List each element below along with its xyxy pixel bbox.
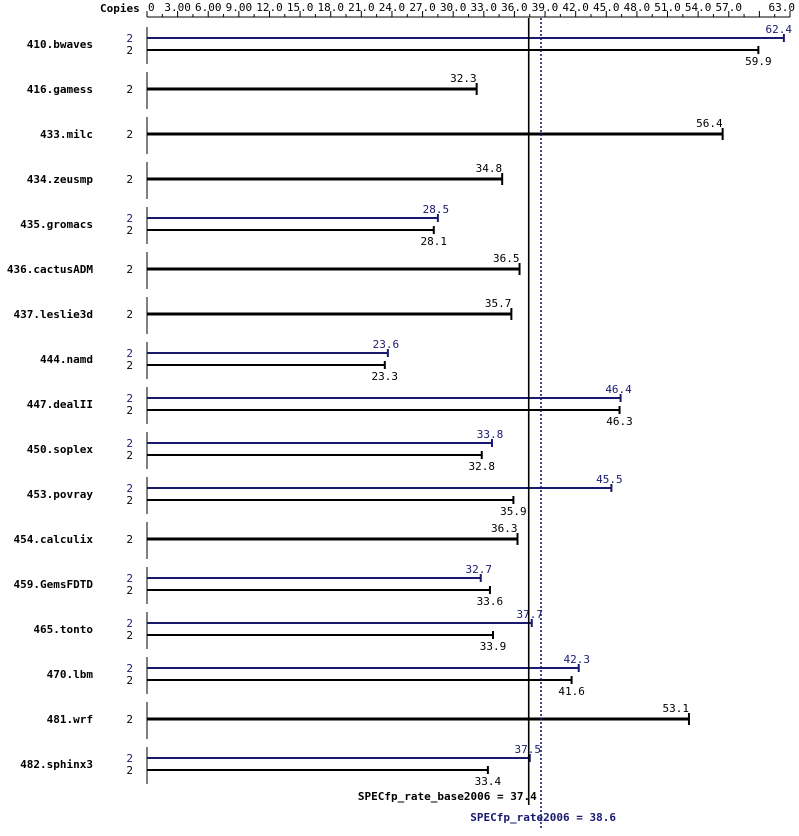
copies-label: 2 bbox=[126, 449, 133, 462]
value-label: 36.5 bbox=[493, 252, 520, 265]
base-value-label: 41.6 bbox=[558, 685, 585, 698]
x-tick-label: 63.0 bbox=[769, 1, 796, 14]
x-tick-label: 36.0 bbox=[501, 1, 528, 14]
base-value-label: 59.9 bbox=[745, 55, 772, 68]
copies-label: 2 bbox=[126, 482, 133, 495]
x-tick-label: 48.0 bbox=[624, 1, 651, 14]
benchmark-label: 459.GemsFDTD bbox=[14, 578, 94, 591]
x-tick-label: 3.00 bbox=[164, 1, 191, 14]
base-value-label: 46.3 bbox=[606, 415, 633, 428]
base-value-label: 32.8 bbox=[469, 460, 496, 473]
base-value-label: 23.3 bbox=[372, 370, 399, 383]
copies-label: 2 bbox=[126, 629, 133, 642]
benchmark-label: 482.sphinx3 bbox=[20, 758, 93, 771]
copies-label: 2 bbox=[126, 752, 133, 765]
peak-value-label: 33.8 bbox=[477, 428, 504, 441]
copies-label: 2 bbox=[126, 392, 133, 405]
benchmark-label: 437.leslie3d bbox=[14, 308, 93, 321]
copies-label: 2 bbox=[126, 224, 133, 237]
benchmark-label: 447.dealII bbox=[27, 398, 93, 411]
base-value-label: 33.9 bbox=[480, 640, 507, 653]
copies-label: 2 bbox=[126, 533, 133, 546]
benchmark-label: 444.namd bbox=[40, 353, 93, 366]
copies-label: 2 bbox=[126, 212, 133, 225]
benchmark-label: 435.gromacs bbox=[20, 218, 93, 231]
peak-value-label: 42.3 bbox=[563, 653, 590, 666]
copies-label: 2 bbox=[126, 437, 133, 450]
copies-label: 2 bbox=[126, 404, 133, 417]
x-tick-label: 18.0 bbox=[317, 1, 344, 14]
base-reference-label: SPECfp_rate_base2006 = 37.4 bbox=[358, 790, 537, 803]
x-tick-label: 54.0 bbox=[685, 1, 712, 14]
benchmark-label: 453.povray bbox=[27, 488, 94, 501]
x-tick-label: 57.0 bbox=[716, 1, 743, 14]
x-tick-label: 45.0 bbox=[593, 1, 620, 14]
peak-value-label: 62.4 bbox=[766, 23, 793, 36]
x-tick-label: 0 bbox=[148, 1, 155, 14]
peak-reference-label: SPECfp_rate2006 = 38.6 bbox=[470, 811, 616, 824]
x-tick-label: 15.0 bbox=[287, 1, 314, 14]
benchmark-label: 436.cactusADM bbox=[7, 263, 93, 276]
peak-value-label: 23.6 bbox=[373, 338, 400, 351]
benchmark-label: 410.bwaves bbox=[27, 38, 93, 51]
copies-label: 2 bbox=[126, 674, 133, 687]
benchmark-label: 454.calculix bbox=[14, 533, 94, 546]
peak-value-label: 32.7 bbox=[465, 563, 492, 576]
copies-label: 2 bbox=[126, 494, 133, 507]
benchmark-label: 481.wrf bbox=[47, 713, 93, 726]
x-tick-label: 39.0 bbox=[532, 1, 559, 14]
benchmark-label: 450.soplex bbox=[27, 443, 94, 456]
copies-label: 2 bbox=[126, 617, 133, 630]
value-label: 36.3 bbox=[491, 522, 518, 535]
base-value-label: 35.9 bbox=[500, 505, 527, 518]
benchmark-label: 416.gamess bbox=[27, 83, 93, 96]
copies-label: 2 bbox=[126, 44, 133, 57]
peak-value-label: 45.5 bbox=[596, 473, 623, 486]
x-axis-header: Copies bbox=[100, 2, 140, 15]
benchmark-label: 465.tonto bbox=[33, 623, 93, 636]
x-tick-label: 51.0 bbox=[654, 1, 681, 14]
peak-value-label: 37.7 bbox=[517, 608, 544, 621]
x-tick-label: 33.0 bbox=[471, 1, 498, 14]
copies-label: 2 bbox=[126, 173, 133, 186]
peak-value-label: 37.5 bbox=[514, 743, 541, 756]
base-value-label: 33.4 bbox=[475, 775, 502, 788]
copies-label: 2 bbox=[126, 584, 133, 597]
peak-value-label: 46.4 bbox=[605, 383, 632, 396]
copies-label: 2 bbox=[126, 662, 133, 675]
x-tick-label: 21.0 bbox=[348, 1, 375, 14]
benchmark-label: 434.zeusmp bbox=[27, 173, 94, 186]
value-label: 56.4 bbox=[696, 117, 723, 130]
x-tick-label: 42.0 bbox=[562, 1, 589, 14]
x-tick-label: 12.0 bbox=[256, 1, 283, 14]
x-tick-label: 30.0 bbox=[440, 1, 467, 14]
copies-label: 2 bbox=[126, 32, 133, 45]
x-tick-label: 9.00 bbox=[226, 1, 253, 14]
benchmark-label: 433.milc bbox=[40, 128, 93, 141]
x-tick-label: 24.0 bbox=[379, 1, 406, 14]
copies-label: 2 bbox=[126, 572, 133, 585]
value-label: 34.8 bbox=[476, 162, 503, 175]
x-tick-label: 27.0 bbox=[409, 1, 436, 14]
benchmark-label: 470.lbm bbox=[47, 668, 94, 681]
copies-label: 2 bbox=[126, 713, 133, 726]
copies-label: 2 bbox=[126, 83, 133, 96]
copies-label: 2 bbox=[126, 263, 133, 276]
peak-value-label: 28.5 bbox=[423, 203, 450, 216]
copies-label: 2 bbox=[126, 347, 133, 360]
base-value-label: 28.1 bbox=[421, 235, 448, 248]
copies-label: 2 bbox=[126, 359, 133, 372]
value-label: 32.3 bbox=[450, 72, 477, 85]
value-label: 35.7 bbox=[485, 297, 512, 310]
x-tick-label: 6.00 bbox=[195, 1, 222, 14]
base-value-label: 33.6 bbox=[477, 595, 504, 608]
value-label: 53.1 bbox=[662, 702, 689, 715]
copies-label: 2 bbox=[126, 764, 133, 777]
copies-label: 2 bbox=[126, 308, 133, 321]
copies-label: 2 bbox=[126, 128, 133, 141]
